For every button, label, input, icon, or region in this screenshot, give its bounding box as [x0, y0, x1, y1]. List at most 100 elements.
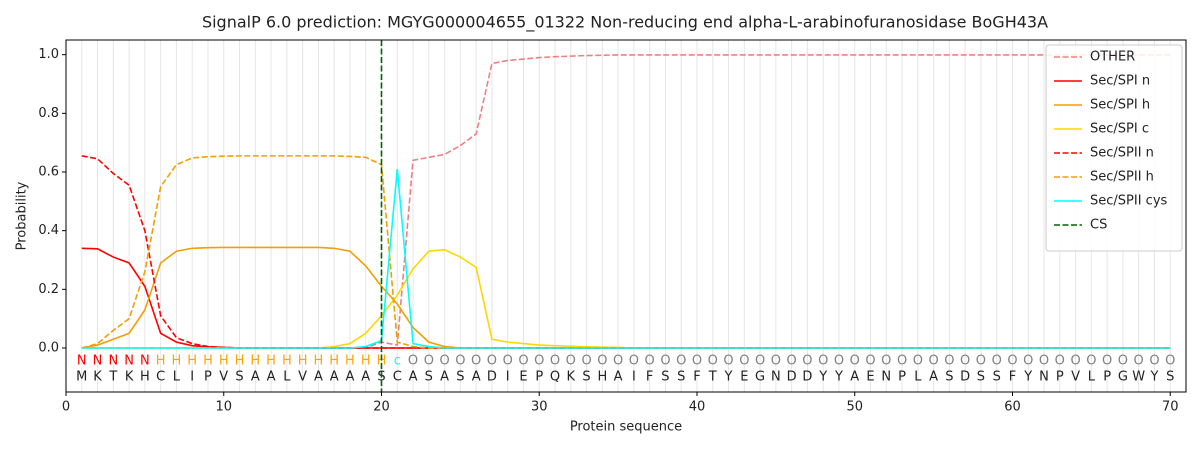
residue: Q — [550, 370, 560, 385]
residue-label: O — [787, 354, 797, 369]
y-tick-label: 0.0 — [38, 341, 59, 356]
residue: S — [993, 370, 1001, 385]
residue-label: O — [1007, 354, 1017, 369]
residue: V — [1071, 370, 1080, 385]
residue: F — [693, 370, 700, 385]
residue: S — [661, 370, 669, 385]
residue-label: O — [534, 354, 544, 369]
residue: T — [108, 370, 117, 385]
residue-label: O — [1102, 354, 1112, 369]
residue-label: H — [282, 354, 292, 369]
legend-label: Sec/SPI n — [1090, 74, 1150, 89]
residue-label: O — [550, 354, 560, 369]
residue: N — [881, 370, 891, 385]
residue-label: N — [93, 354, 103, 369]
residue-label: O — [739, 354, 749, 369]
residue: P — [204, 370, 212, 385]
y-tick-label: 0.2 — [38, 282, 59, 297]
legend-label: Sec/SPI h — [1090, 98, 1150, 113]
residue: Y — [1149, 370, 1158, 385]
residue: L — [173, 370, 181, 385]
residue: C — [156, 370, 165, 385]
residue-label: O — [881, 354, 891, 369]
series-line — [81, 248, 1171, 349]
residue: C — [393, 370, 402, 385]
residue: V — [298, 370, 307, 385]
chart-title: SignalP 6.0 prediction: MGYG000004655_01… — [202, 13, 1048, 33]
residue: S — [977, 370, 985, 385]
residue: Y — [834, 370, 843, 385]
residue-label: O — [928, 354, 938, 369]
residue-label: H — [377, 354, 387, 369]
residue-label: H — [266, 354, 276, 369]
residue: A — [267, 370, 276, 385]
residue: F — [646, 370, 653, 385]
residue: P — [898, 370, 906, 385]
residue-label: H — [329, 354, 339, 369]
x-tick-label: 0 — [62, 400, 70, 415]
residue-label: O — [944, 354, 954, 369]
residue-label: O — [660, 354, 670, 369]
residue-label: O — [692, 354, 702, 369]
x-tick-label: 70 — [1162, 400, 1179, 415]
residue-label: O — [708, 354, 718, 369]
residue: Y — [724, 370, 733, 385]
residue: E — [519, 370, 527, 385]
residue: F — [1009, 370, 1016, 385]
residue-label: O — [676, 354, 686, 369]
residue-label: O — [613, 354, 623, 369]
residue: S — [677, 370, 685, 385]
residue: E — [740, 370, 748, 385]
residue: N — [771, 370, 781, 385]
legend-label: Sec/SPII cys — [1090, 194, 1168, 209]
residue-label: O — [818, 354, 828, 369]
residue-label: c — [394, 354, 401, 369]
residue: A — [850, 370, 859, 385]
y-tick-label: 0.4 — [38, 223, 59, 238]
y-tick-label: 0.6 — [38, 165, 59, 180]
plot-frame — [65, 39, 1187, 393]
residue-label: O — [455, 354, 465, 369]
residue-label: O — [1165, 354, 1175, 369]
residue-label: H — [172, 354, 182, 369]
residue-label: H — [203, 354, 213, 369]
residue: P — [535, 370, 543, 385]
residue-label: H — [219, 354, 229, 369]
residue-label: O — [1055, 354, 1065, 369]
residue-label: O — [850, 354, 860, 369]
residue-label: O — [487, 354, 497, 369]
residue: Y — [818, 370, 827, 385]
residue: A — [361, 370, 370, 385]
legend-label: Sec/SPII h — [1090, 170, 1154, 185]
residue: S — [945, 370, 953, 385]
residue: S — [1166, 370, 1174, 385]
y-tick-label: 1.0 — [38, 47, 59, 62]
residue: S — [425, 370, 433, 385]
residue-label: O — [1086, 354, 1096, 369]
residue: D — [787, 370, 797, 385]
residue-label: N — [108, 354, 118, 369]
residue: A — [614, 370, 623, 385]
residue-label: O — [424, 354, 434, 369]
residue-label: O — [723, 354, 733, 369]
residue: K — [93, 370, 102, 385]
y-axis-label: Probability — [15, 181, 30, 250]
residue-label: N — [140, 354, 150, 369]
residue: L — [1088, 370, 1096, 385]
residue: H — [597, 370, 607, 385]
legend-label: CS — [1090, 218, 1107, 233]
series-line — [81, 155, 1171, 349]
residue-label: O — [755, 354, 765, 369]
residue-label: O — [566, 354, 576, 369]
residue-label: O — [1039, 354, 1049, 369]
residue-label: O — [597, 354, 607, 369]
residue-label: O — [865, 354, 875, 369]
residue: H — [140, 370, 150, 385]
residue-label: O — [503, 354, 513, 369]
legend-box — [1045, 44, 1183, 252]
legend-label: OTHER — [1090, 50, 1135, 65]
residue: A — [345, 370, 354, 385]
residue-label: H — [250, 354, 260, 369]
residue-label: H — [345, 354, 355, 369]
residue: A — [314, 370, 323, 385]
